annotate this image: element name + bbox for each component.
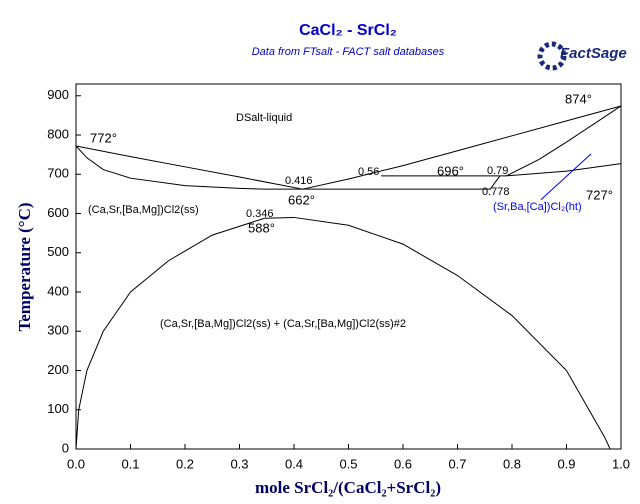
y-tick-label: 600 [47, 205, 69, 220]
y-tick-label: 500 [47, 244, 69, 259]
annotation: (Sr,Ba,[Ca])Cl₂(ht) [493, 201, 582, 213]
x-tick-label: 0.9 [557, 456, 575, 471]
phase-boundary [75, 216, 611, 450]
x-tick-label: 0.6 [394, 456, 412, 471]
y-axis-label: Temperature (°C) [15, 202, 34, 331]
phase-boundary [506, 163, 622, 177]
y-tick-label: 300 [47, 323, 69, 338]
x-tick-label: 1.0 [612, 456, 630, 471]
annotation: 772° [90, 130, 117, 145]
annotation: (Ca,Sr,[Ba,Mg])Cl2(ss) [88, 204, 199, 216]
annotation: 696° [437, 163, 464, 178]
x-tick-label: 0.7 [448, 456, 466, 471]
annotation: 727° [586, 187, 613, 202]
annotation: 588° [248, 220, 275, 235]
logo: FactSage [537, 41, 627, 71]
y-tick-label: 200 [47, 362, 69, 377]
annotation: 0.416 [285, 175, 313, 187]
phase-boundary [302, 105, 622, 190]
annotation: 0.778 [482, 186, 510, 198]
x-tick-label: 0.4 [285, 456, 303, 471]
logo-gear [537, 41, 567, 71]
annotation: (Ca,Sr,[Ba,Mg])Cl2(ss) + (Ca,Sr,[Ba,Mg])… [160, 318, 406, 330]
phase-boundary [264, 175, 501, 190]
chart-subtitle: Data from FTsalt - FACT salt databases [252, 46, 445, 58]
x-tick-label: 0.5 [339, 456, 357, 471]
x-tick-label: 0.3 [230, 456, 248, 471]
annotation: 0.56 [358, 166, 379, 178]
annotation: DSalt-liquid [236, 112, 292, 124]
phase-boundary [75, 145, 265, 190]
annotation: 0.79 [487, 165, 508, 177]
x-axis-label: mole SrCl₂/(CaCl₂+SrCl₂) [255, 478, 441, 497]
y-tick-label: 700 [47, 166, 69, 181]
y-tick-label: 900 [47, 87, 69, 102]
y-tick-label: 100 [47, 401, 69, 416]
x-tick-label: 0.1 [121, 456, 139, 471]
annotation: 874° [565, 91, 592, 106]
y-tick-label: 0 [62, 440, 69, 455]
logo-text: FactSage [560, 45, 627, 62]
phase-boundary [75, 145, 303, 190]
annotation: 662° [288, 192, 315, 207]
annotation: 0.346 [246, 208, 274, 220]
phase-boundary [506, 105, 622, 177]
x-tick-label: 0.2 [176, 456, 194, 471]
x-tick-label: 0.0 [67, 456, 85, 471]
y-tick-label: 400 [47, 283, 69, 298]
phase-boundary [540, 153, 592, 201]
y-tick-label: 800 [47, 126, 69, 141]
chart-title: CaCl₂ - SrCl₂ [299, 22, 397, 39]
x-tick-label: 0.8 [503, 456, 521, 471]
